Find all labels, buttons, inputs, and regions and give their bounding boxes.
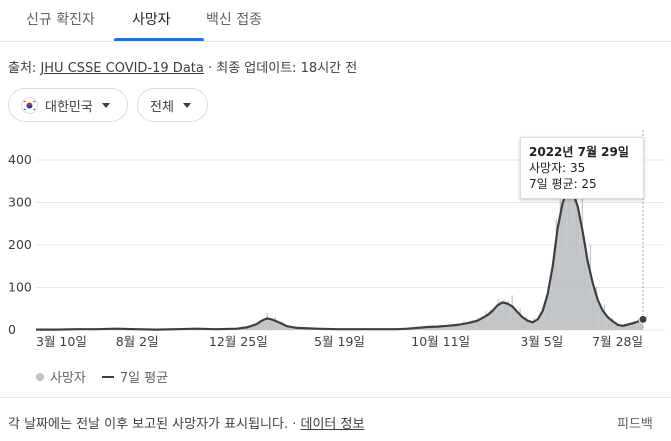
scope-select[interactable]: 전체: [137, 88, 208, 122]
x-tick-label: 12월 25일: [209, 334, 268, 349]
last-updated: · 최종 업데이트: 18시간 전: [203, 61, 358, 76]
y-tick-label: 300: [8, 195, 32, 210]
deaths-chart[interactable]: 400 300 200 100 0 3월 10일 8월 2일 12월 25일 5월 19일 10…: [0, 130, 671, 360]
line-legend-icon: [101, 375, 114, 378]
tab-deaths[interactable]: 사망자: [132, 12, 171, 28]
y-tick-label: 400: [8, 152, 32, 167]
chevron-down-icon: [101, 102, 110, 108]
country-select[interactable]: 대한민국: [8, 88, 128, 122]
x-tick-label: 5월 19일: [314, 334, 365, 349]
tooltip-deaths: 사망자: 35: [529, 161, 586, 175]
scope-select-label: 전체: [150, 99, 174, 115]
y-tick-label: 200: [8, 237, 32, 252]
tab-new-cases[interactable]: 신규 확진자: [26, 12, 95, 28]
source-prefix: 출처:: [8, 61, 41, 76]
tab-bar: 신규 확진자 사망자 백신 접종: [0, 0, 671, 42]
chart-legend: 사망자 7일 평균: [36, 367, 168, 386]
x-tick-label: 3월 5일: [520, 334, 563, 349]
x-axis-labels: 3월 10일 8월 2일 12월 25일 5월 19일 10월 11일 3월 5일 7월 2…: [36, 334, 643, 349]
footer-divider: [0, 397, 671, 398]
x-tick-label: 7월 28일: [592, 334, 643, 349]
legend-bars-label: 사망자: [50, 371, 86, 386]
feedback-link[interactable]: 피드백: [617, 417, 653, 432]
tab-vaccination[interactable]: 백신 접종: [206, 12, 262, 28]
y-tick-label: 0: [8, 322, 16, 337]
x-tick-label: 8월 2일: [116, 334, 159, 349]
x-tick-label: 3월 10일: [36, 334, 87, 349]
bars-legend-dot-icon: [36, 372, 44, 381]
y-axis-labels: 400 300 200 100 0: [8, 152, 32, 337]
y-tick-label: 100: [8, 280, 32, 295]
country-select-label: 대한민국: [45, 99, 93, 115]
hover-point: [638, 314, 648, 324]
x-tick-label: 10월 11일: [411, 334, 470, 349]
source-link[interactable]: JHU CSSE COVID-19 Data: [40, 61, 204, 76]
tooltip-average: 7일 평균: 25: [529, 177, 597, 191]
footer-note-text: 각 날짜에는 전날 이후 보고된 사망자가 표시됩니다. ·: [8, 417, 301, 432]
legend-line-label: 7일 평균: [119, 371, 169, 386]
chart-tooltip: 2022년 7월 29일 사망자: 35 7일 평균: 25: [520, 137, 644, 199]
data-info-link[interactable]: 데이터 정보: [300, 417, 365, 432]
south-korea-flag-icon: [21, 96, 38, 114]
chevron-down-icon: [182, 102, 191, 108]
tooltip-date: 2022년 7월 29일: [529, 145, 629, 159]
deaths-area: [36, 189, 643, 330]
source-line: 출처: JHU CSSE COVID-19 Data · 최종 업데이트: 18…: [8, 57, 357, 76]
footer-note: 각 날짜에는 전날 이후 보고된 사망자가 표시됩니다. · 데이터 정보: [8, 413, 364, 432]
seven-day-average-line: [36, 188, 644, 331]
active-tab-indicator: [114, 38, 204, 41]
